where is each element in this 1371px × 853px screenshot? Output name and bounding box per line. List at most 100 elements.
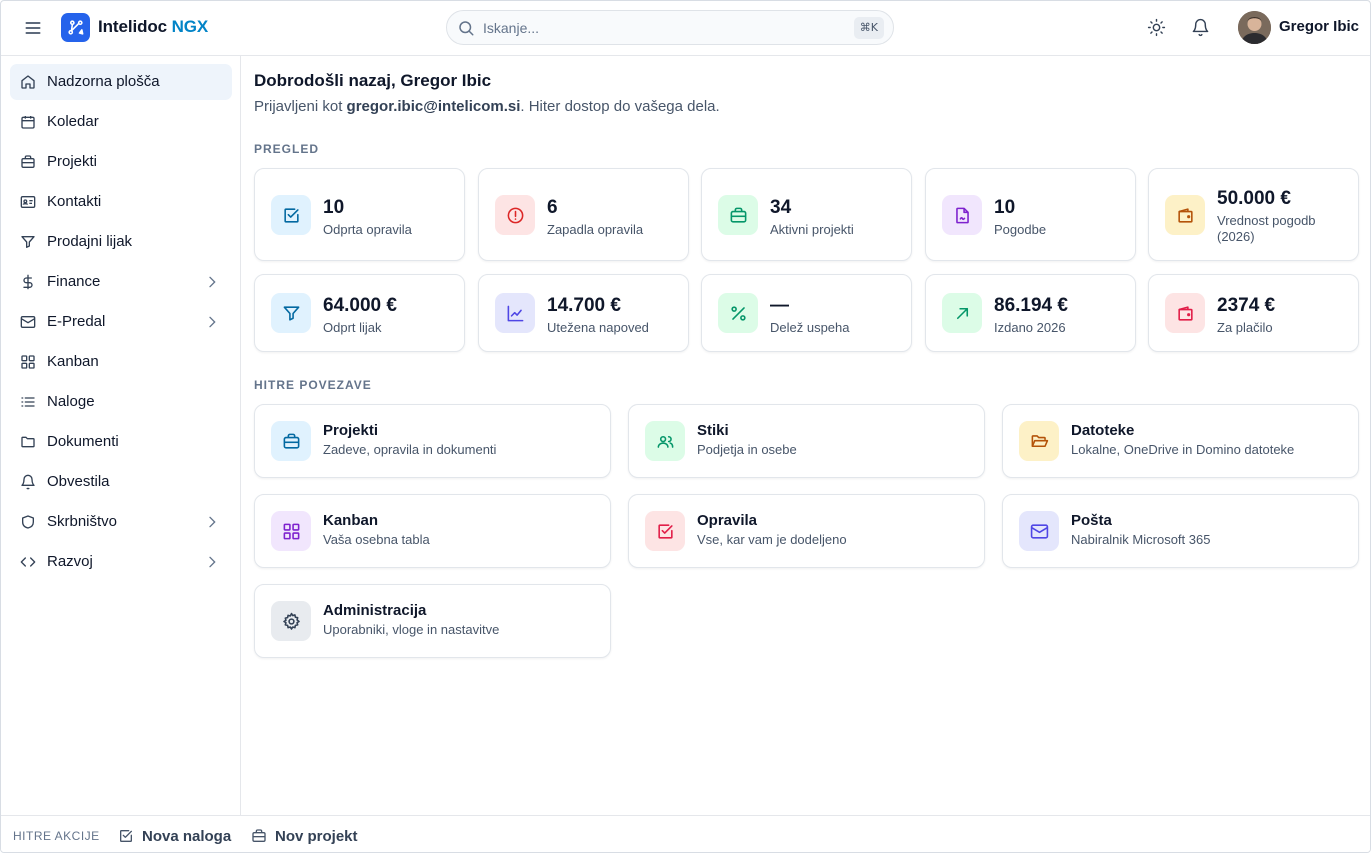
stat-card-open-tasks[interactable]: 10 Odprta opravila [254,168,465,261]
sidebar-item-projekti[interactable]: Projekti [10,144,232,180]
stat-card-contracts[interactable]: 10 Pogodbe [925,168,1136,261]
quick-link-stiki[interactable]: Stiki Podjetja in osebe [628,404,985,478]
welcome-title: Dobrodošli nazaj, Gregor Ibic [254,71,492,90]
stat-label: Pogodbe [994,222,1047,237]
folder-icon [20,434,36,450]
stat-value: 14.700 € [547,295,621,316]
quick-link-title: Stiki [697,422,729,439]
dollar-icon [20,274,36,290]
chevron-right-icon[interactable] [204,274,220,290]
shield-icon [20,514,36,530]
sidebar-item-kontakti[interactable]: Kontakti [10,184,232,220]
new-project-label: Nov projekt [275,827,358,845]
hamburger-menu-icon[interactable] [21,16,45,40]
app-name[interactable]: Intelidoc NGX [98,17,208,37]
bell-icon [20,474,36,490]
stat-value: 2374 € [1217,295,1276,316]
stat-label: Odprta opravila [323,222,412,237]
quick-links-section-label: HITRE POVEZAVE [254,378,372,392]
arrow-up-right-icon [942,293,982,333]
percent-icon [718,293,758,333]
sun-icon[interactable] [1144,15,1169,40]
quick-actions-label: HITRE AKCIJE [13,829,100,843]
chevron-right-icon[interactable] [204,554,220,570]
users-icon [645,421,685,461]
home-icon [20,74,36,90]
funnel-icon [20,234,36,250]
check-square-icon [645,511,685,551]
calendar-icon [20,114,36,130]
stat-card-payable[interactable]: 2374 € Za plačilo [1148,274,1359,352]
stat-value: 50.000 € [1217,188,1291,209]
sidebar-item-prodajni-lijak[interactable]: Prodajni lijak [10,224,232,260]
sidebar-item-razvoj[interactable]: Razvoj [10,544,232,580]
avatar[interactable] [1238,11,1271,44]
new-task-button[interactable]: Nova naloga [118,826,231,846]
sidebar-item-label: E-Predal [47,313,106,330]
user-name[interactable]: Gregor Ibic [1279,18,1360,35]
stat-card-weighted-forecast[interactable]: 14.700 € Utežena napoved [478,274,689,352]
sidebar-item-label: Razvoj [47,553,93,570]
search-bar[interactable]: ⌘K [446,10,894,45]
stat-card-open-funnel[interactable]: 64.000 € Odprt lijak [254,274,465,352]
sidebar-item-kanban[interactable]: Kanban [10,344,232,380]
sidebar-item-label: Kontakti [47,193,102,210]
sidebar-item-label: Koledar [47,113,99,130]
search-input[interactable] [483,17,843,39]
sidebar-item-label: Finance [47,273,101,290]
briefcase-icon [20,154,36,170]
folder-open-icon [1019,421,1059,461]
quick-link-desc: Podjetja in osebe [697,442,797,457]
list-icon [20,394,36,410]
sidebar-item-label: Skrbništvo [47,513,118,530]
bell-icon[interactable] [1188,15,1213,40]
chevron-right-icon[interactable] [204,314,220,330]
search-shortcut-badge: ⌘K [853,17,884,39]
stat-value: 34 [770,197,792,218]
stat-card-success-rate[interactable]: — Delež uspeha [701,274,912,352]
check-square-icon [271,195,311,235]
quick-link-title: Opravila [697,512,758,529]
stat-label: Vrednost pogodb (2026) [1217,213,1316,244]
sidebar-item-e-predal[interactable]: E-Predal [10,304,232,340]
sidebar-item-koledar[interactable]: Koledar [10,104,232,140]
grid-icon [20,354,36,370]
sidebar-item-nadzorna-plosca[interactable]: Nadzorna plošča [10,64,232,100]
quick-link-kanban[interactable]: Kanban Vaša osebna tabla [254,494,611,568]
stat-card-issued[interactable]: 86.194 € Izdano 2026 [925,274,1136,352]
quick-link-opravila[interactable]: Opravila Vse, kar vam je dodeljeno [628,494,985,568]
sidebar-item-naloge[interactable]: Naloge [10,384,232,420]
app-logo-icon[interactable] [61,13,90,42]
sidebar-item-dokumenti[interactable]: Dokumenti [10,424,232,460]
mail-icon [1019,511,1059,551]
chevron-right-icon[interactable] [204,514,220,530]
mail-icon [20,314,36,330]
briefcase-icon [718,195,758,235]
stat-card-contract-value[interactable]: 50.000 € Vrednost pogodb (2026) [1148,168,1359,261]
stat-value: 10 [994,197,1016,218]
welcome-subtitle: Prijavljeni kot gregor.ibic@intelicom.si… [254,98,720,115]
sidebar-item-skrbnistvo[interactable]: Skrbništvo [10,504,232,540]
stat-label: Delež uspeha [770,320,850,335]
sidebar-item-label: Naloge [47,393,95,410]
quick-link-datoteke[interactable]: Datoteke Lokalne, OneDrive in Domino dat… [1002,404,1359,478]
stat-card-overdue-tasks[interactable]: 6 Zapadla opravila [478,168,689,261]
stat-label: Izdano 2026 [994,320,1066,335]
file-signature-icon [942,195,982,235]
stat-label: Utežena napoved [547,320,649,335]
stat-value: 10 [323,197,345,218]
quick-link-projekti[interactable]: Projekti Zadeve, opravila in dokumenti [254,404,611,478]
new-project-button[interactable]: Nov projekt [251,826,358,846]
stat-value: — [770,295,789,316]
quick-link-administracija[interactable]: Administracija Uporabniki, vloge in nast… [254,584,611,658]
quick-link-title: Projekti [323,422,379,439]
sidebar-item-obvestila[interactable]: Obvestila [10,464,232,500]
wallet-icon [1165,293,1205,333]
sidebar-item-finance[interactable]: Finance [10,264,232,300]
quick-link-title: Kanban [323,512,379,529]
quick-link-posta[interactable]: Pošta Nabiralnik Microsoft 365 [1002,494,1359,568]
stat-card-active-projects[interactable]: 34 Aktivni projekti [701,168,912,261]
briefcase-icon [271,421,311,461]
briefcase-icon [251,828,275,844]
